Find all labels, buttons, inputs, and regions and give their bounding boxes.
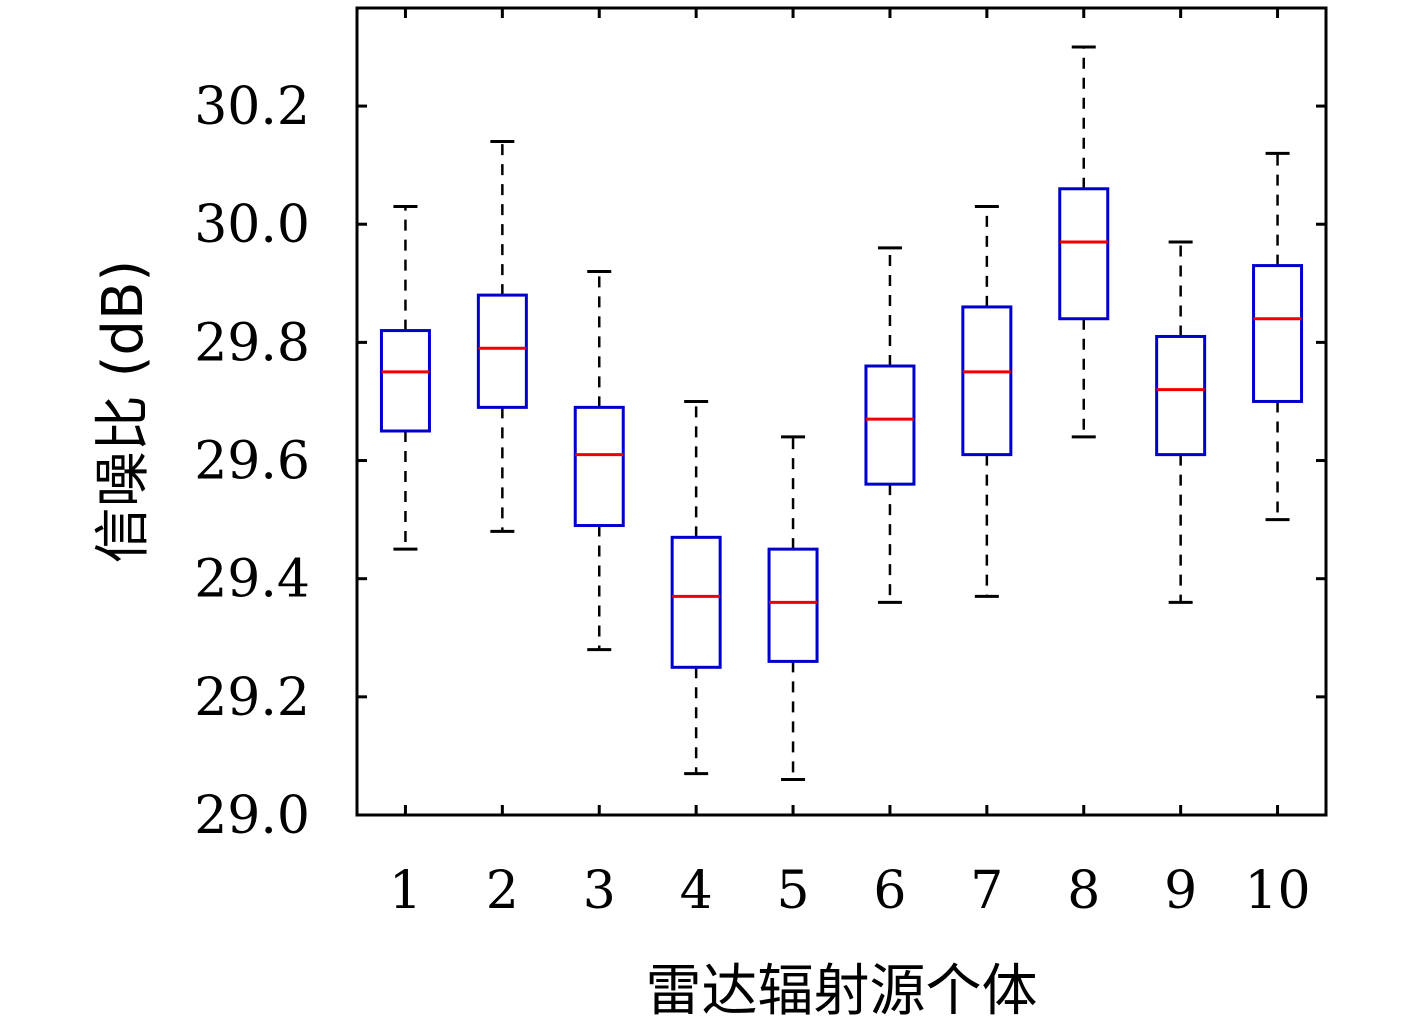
y-tick-label: 29.8 [194, 313, 310, 373]
plot-frame [355, 6, 1328, 817]
x-tick-label: 7 [970, 861, 1003, 921]
x-axis-title: 雷达辐射源个体 [646, 959, 1038, 1024]
box-iqr [864, 364, 916, 486]
x-tick-label: 2 [486, 861, 519, 921]
y-tick-label: 29.0 [194, 786, 310, 846]
box-iqr [573, 405, 625, 528]
box-iqr [961, 305, 1013, 457]
box-6 [864, 246, 916, 604]
x-tick-label: 6 [873, 861, 906, 921]
x-tick-label: 4 [680, 861, 713, 921]
y-tick-label: 30.0 [194, 195, 310, 255]
box-iqr [1058, 187, 1110, 321]
box-iqr [1252, 264, 1304, 403]
x-tick-label: 10 [1244, 861, 1310, 921]
x-tick-labels: 1 2 3 4 5 6 7 8 9 10 [389, 861, 1311, 921]
y-tick-label: 29.2 [194, 668, 310, 728]
box-series [379, 45, 1304, 782]
box-7 [961, 205, 1013, 598]
y-tick-labels: 29.0 29.2 29.4 29.6 29.8 30.0 30.2 [194, 77, 310, 846]
box-5 [767, 435, 819, 782]
box-2 [476, 140, 528, 533]
box-3 [573, 269, 625, 652]
box-iqr [379, 329, 431, 433]
axis-ticks [357, 8, 1326, 817]
box-9 [1155, 240, 1207, 604]
y-tick-label: 29.6 [194, 432, 310, 492]
box-iqr [767, 547, 819, 663]
x-tick-label: 9 [1164, 861, 1197, 921]
y-tick-label: 30.2 [194, 77, 310, 137]
box-10 [1252, 151, 1304, 522]
y-axis-title: 信噪比 (dB) [91, 260, 156, 563]
x-tick-label: 8 [1067, 861, 1100, 921]
box-iqr [670, 535, 722, 669]
box-1 [379, 205, 431, 551]
y-tick-label: 29.4 [194, 550, 310, 610]
x-tick-label: 3 [583, 861, 616, 921]
box-8 [1058, 45, 1110, 439]
box-4 [670, 399, 722, 776]
x-tick-label: 1 [389, 861, 422, 921]
x-tick-label: 5 [777, 861, 810, 921]
box-iqr [476, 293, 528, 409]
box-iqr [1155, 334, 1207, 457]
